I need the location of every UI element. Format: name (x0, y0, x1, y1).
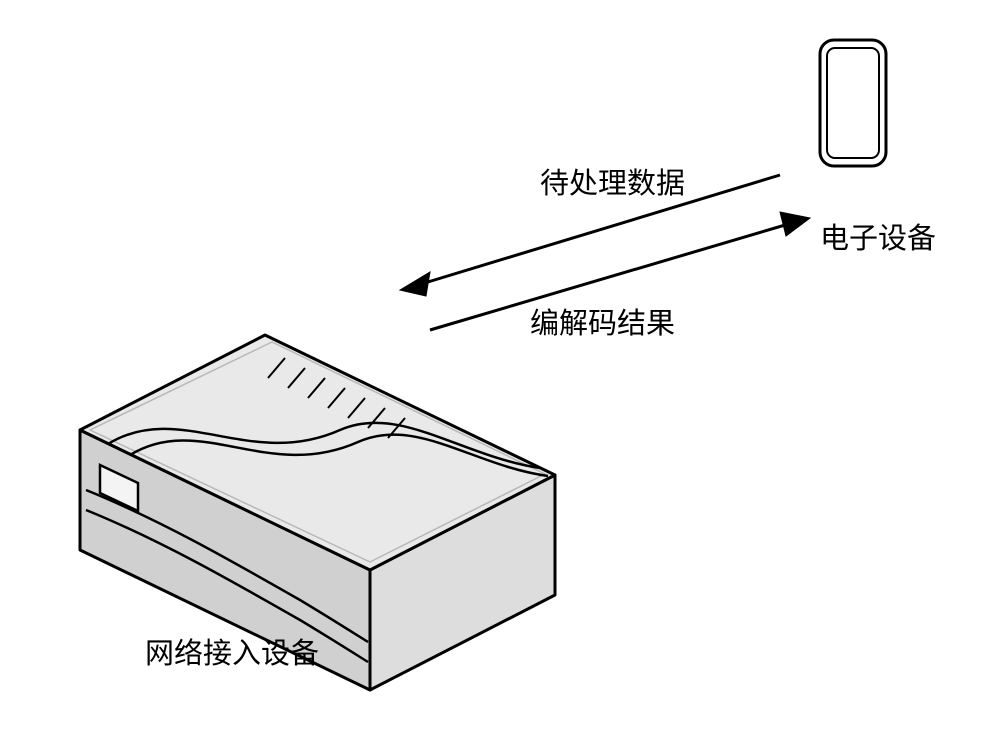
arrow-top-label: 待处理数据 (540, 160, 685, 202)
electronic-device-label: 电子设备 (820, 215, 936, 257)
diagram-canvas (0, 0, 1000, 730)
arrow-bottom-label: 编解码结果 (530, 300, 675, 342)
phone-icon (820, 40, 886, 166)
network-device-label: 网络接入设备 (145, 630, 319, 672)
